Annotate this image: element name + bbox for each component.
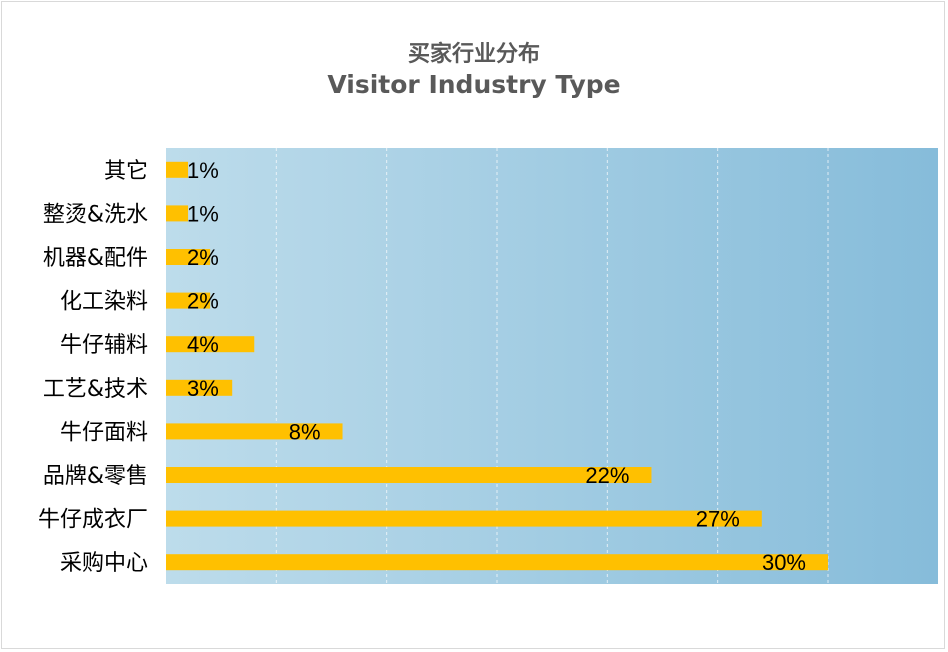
value-labels: 1% 1% 2% 2% 4% 3% 8% 22% 27% 30% [187,158,806,575]
category-label: 其它 [104,159,148,184]
category-label: 工艺&技术 [43,377,148,402]
data-label: 27% [696,507,740,532]
category-label: 牛仔辅料 [60,333,148,358]
bar [166,510,762,527]
chart-title: 买家行业分布 [407,42,540,67]
category-label: 品牌&零售 [43,464,148,489]
bar [166,423,343,440]
gridlines [275,148,829,584]
data-label: 3% [187,376,219,401]
data-label: 22% [585,463,629,488]
data-label: 1% [187,158,219,183]
category-label: 化工染料 [60,290,148,315]
data-label: 1% [187,201,219,226]
category-label: 牛仔面料 [60,420,148,445]
bar [166,161,189,178]
category-label: 机器&配件 [43,246,148,271]
chart-subtitle: Visitor Industry Type [327,70,621,99]
bar [166,292,211,309]
bar [166,379,233,396]
category-label: 牛仔成衣厂 [38,508,148,533]
data-label: 2% [187,289,219,314]
category-labels: 其它整烫&洗水机器&配件化工染料牛仔辅料工艺&技术牛仔面料品牌&零售牛仔成衣厂采… [38,159,148,576]
bars [166,161,828,571]
bar [166,467,652,483]
bar [166,554,828,571]
bar [166,205,189,222]
data-label: 30% [762,550,806,575]
bar [166,249,211,265]
data-label: 4% [187,332,219,357]
data-label: 2% [187,245,219,270]
category-label: 整烫&洗水 [43,202,148,227]
data-label: 8% [289,419,321,444]
bar [166,336,255,353]
category-label: 采购中心 [60,551,148,576]
